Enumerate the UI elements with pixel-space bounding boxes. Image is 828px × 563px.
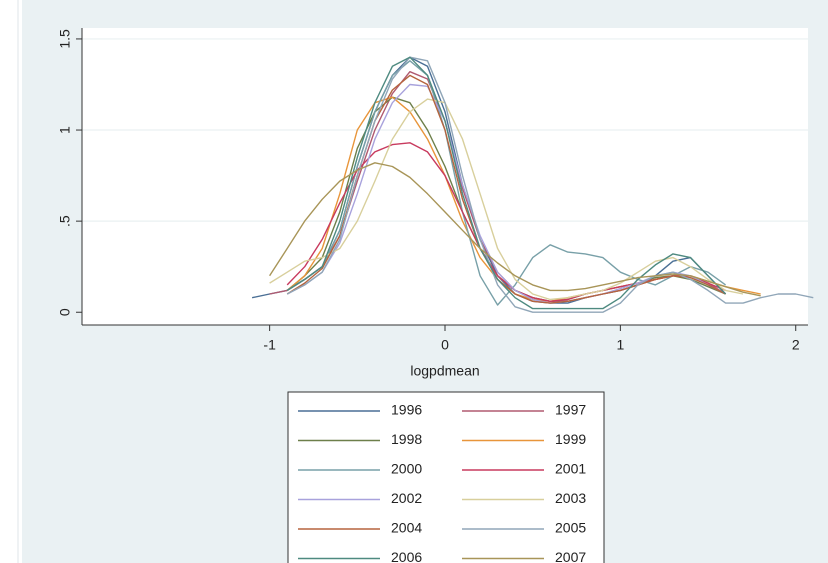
- x-tick-label: 2: [792, 337, 800, 353]
- legend-label: 2007: [555, 549, 586, 563]
- x-axis-label: logpdmean: [410, 363, 479, 379]
- series-line: [269, 162, 761, 297]
- x-tick-label: 1: [616, 337, 624, 353]
- legend-label: 2003: [555, 490, 586, 506]
- legend-label: 2005: [555, 520, 586, 536]
- x-tick-label: -1: [263, 337, 276, 353]
- legend-label: 1998: [391, 431, 422, 447]
- legend-label: 2000: [391, 461, 422, 477]
- series-line: [286, 56, 727, 310]
- y-tick-label: 1.5: [57, 29, 73, 49]
- y-tick-label: .5: [57, 215, 73, 227]
- legend-box: [287, 391, 605, 563]
- legend-label: 1999: [555, 431, 586, 447]
- legend-label: 2001: [555, 461, 586, 477]
- legend-label: 2004: [391, 520, 422, 536]
- x-tick-label: 0: [441, 337, 449, 353]
- y-tick-label: 1: [57, 126, 73, 134]
- legend-label: 2006: [391, 549, 422, 563]
- y-tick-label: 0: [57, 308, 73, 316]
- series-line: [286, 56, 814, 313]
- legend-label: 1997: [555, 402, 586, 418]
- legend-label: 1996: [391, 402, 422, 418]
- legend-label: 2002: [391, 490, 422, 506]
